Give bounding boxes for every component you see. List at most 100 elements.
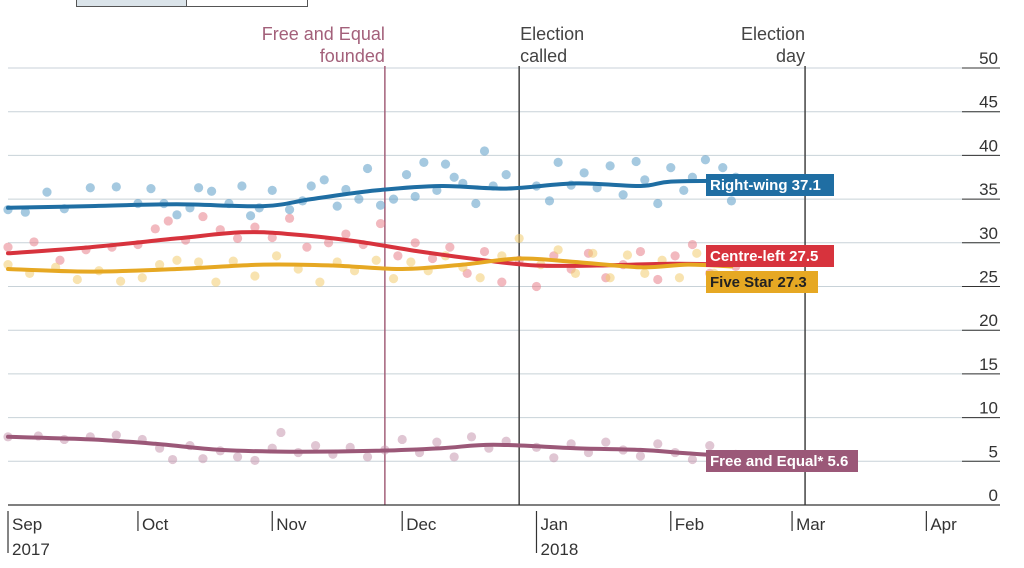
poll-dot-3-23	[432, 437, 442, 447]
poll-dot-0-12	[206, 186, 217, 196]
poll-dot-2-32	[622, 250, 633, 260]
poll-dot-2-18	[371, 255, 381, 265]
poll-dot-0-25	[362, 163, 373, 174]
y-tick-label-20: 20	[979, 311, 998, 330]
poll-dot-3-29	[549, 453, 559, 463]
event-label-2-line2: day	[776, 46, 805, 66]
poll-dot-1-7	[163, 216, 173, 226]
poll-dot-2-12	[250, 271, 260, 281]
poll-dot-2-13	[271, 251, 282, 261]
poll-dot-2-7	[155, 260, 165, 270]
poll-dot-1-1	[29, 237, 39, 247]
poll-dot-0-14	[237, 181, 247, 191]
poll-dot-2-6	[137, 273, 147, 283]
poll-dot-3-21	[397, 434, 407, 445]
poll-dot-2-9	[194, 257, 204, 267]
x-tick-label-sep: Sep	[12, 515, 42, 534]
poll-dot-0-5	[111, 182, 121, 192]
poll-dot-0-47	[631, 156, 641, 167]
poll-dot-3-35	[653, 439, 663, 449]
poll-dot-0-40	[544, 196, 555, 206]
poll-dot-3-38	[705, 440, 715, 451]
poll-dot-0-51	[679, 185, 689, 195]
y-tick-label-25: 25	[979, 268, 998, 287]
poll-dot-1-13	[267, 232, 277, 243]
y-tick-label-45: 45	[979, 93, 998, 112]
y-tick-label-15: 15	[979, 355, 998, 374]
poll-dot-3-9	[198, 454, 208, 464]
poll-dot-2-36	[692, 248, 702, 258]
poll-dot-0-15	[245, 211, 256, 221]
poll-dot-0-41	[553, 157, 563, 167]
series-label-3: Free and Equal* 5.6	[710, 453, 848, 470]
top-toggle-right[interactable]	[186, 0, 308, 7]
poll-dot-2-19	[388, 274, 399, 284]
poll-dot-2-11	[228, 256, 238, 266]
poll-dot-1-15	[302, 242, 312, 252]
poll-dot-1-22	[427, 253, 438, 264]
poll-dot-0-27	[388, 194, 399, 204]
axes: 0 5 10 15 20 25 30 35 40 45 50 Sep 2017 Oct Nov Dec Jan 2…	[7, 49, 1000, 559]
poll-dot-1-20	[393, 251, 403, 261]
poll-dot-1-21	[410, 238, 420, 248]
poll-dot-0-29	[410, 191, 420, 202]
poll-dot-0-46	[618, 190, 628, 200]
trend-line-0	[6, 178, 734, 210]
poll-dot-1-12	[250, 222, 260, 232]
poll-dot-3-19	[362, 452, 373, 462]
poll-dot-0-28	[401, 170, 412, 180]
poll-dot-3-24	[449, 452, 459, 462]
poll-dot-3-25	[466, 432, 477, 442]
poll-dot-1-23	[445, 242, 455, 252]
poll-dot-0-56	[726, 196, 737, 206]
trend-line-2	[6, 256, 734, 274]
poll-dot-1-16	[323, 238, 334, 248]
poll-dot-2-26	[514, 233, 524, 244]
poll-dot-0-33	[449, 172, 459, 182]
poll-dot-0-38	[501, 170, 511, 180]
poll-dot-2-0	[3, 260, 13, 270]
event-label-1-line2: called	[520, 46, 567, 66]
series-label-2: Five Star 27.3	[710, 274, 807, 291]
event-label-0-line2: founded	[320, 46, 385, 66]
x-tick-label-mar: Mar	[796, 515, 826, 534]
poll-dot-2-28	[553, 245, 563, 255]
x-tick-label-nov: Nov	[276, 515, 307, 534]
y-tick-label-10: 10	[979, 399, 998, 418]
x-tick-label-apr: Apr	[930, 515, 957, 534]
y-tick-label-50: 50	[979, 49, 998, 68]
x-tick-label-jan: Jan	[540, 515, 567, 534]
poll-dot-0-43	[579, 168, 589, 178]
poll-dot-3-37	[687, 454, 698, 465]
poll-dot-1-11	[232, 233, 243, 244]
poll-dot-2-8	[172, 255, 182, 265]
series-labels: Right-wing 37.1 Centre-left 27.5 Five Star…	[706, 174, 858, 472]
poll-dot-3-34	[635, 451, 646, 461]
x-tick-year-2017: 2017	[12, 540, 50, 559]
poll-dot-0-21	[319, 175, 329, 185]
poll-dot-0-48	[640, 175, 650, 185]
poll-dot-2-33	[640, 268, 650, 278]
poll-dot-2-14	[293, 264, 303, 274]
poll-dot-3-4	[111, 430, 121, 440]
poll-dot-1-17	[341, 229, 351, 239]
y-tick-label-0: 0	[989, 486, 998, 505]
poll-dot-1-2	[55, 255, 65, 265]
poll-dot-2-10	[211, 277, 221, 287]
series-label-box-2	[706, 271, 818, 293]
series-label-box-1	[706, 245, 834, 267]
poll-dot-1-36	[670, 251, 680, 261]
event-label-2-line1: Election	[741, 24, 805, 44]
poll-dot-0-45	[605, 161, 615, 171]
x-tick-label-feb: Feb	[675, 515, 704, 534]
x-tick-year-2018: 2018	[540, 540, 578, 559]
poll-dot-3-14	[276, 427, 286, 438]
poll-dot-0-7	[146, 184, 156, 194]
x-tick-label-dec: Dec	[406, 515, 437, 534]
series-label-box-3	[706, 450, 858, 472]
poll-dot-0-22	[332, 201, 342, 211]
poll-dot-0-17	[267, 185, 277, 195]
poll-dot-1-14	[284, 213, 295, 223]
x-tick-label-oct: Oct	[142, 515, 169, 534]
poll-dot-0-18	[284, 204, 295, 215]
